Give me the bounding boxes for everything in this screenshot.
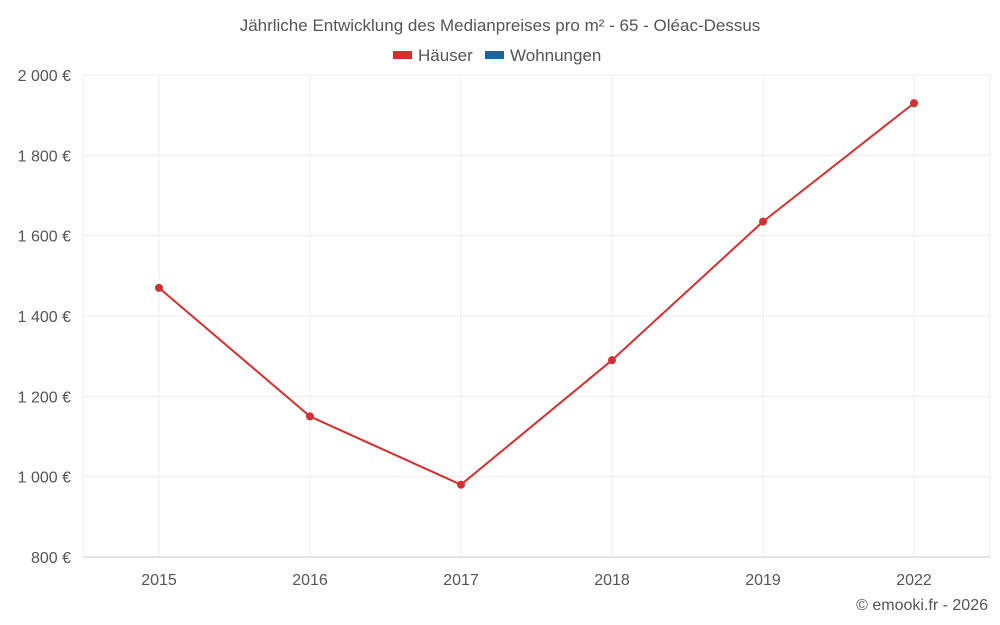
x-tick-label: 2019 <box>745 572 781 589</box>
x-tick-label: 2016 <box>292 572 328 589</box>
data-point[interactable] <box>608 356 616 365</box>
data-point[interactable] <box>155 283 163 292</box>
legend-swatch <box>485 51 504 59</box>
data-point[interactable] <box>759 217 767 226</box>
grid <box>82 74 991 557</box>
y-tick-label: 1 800 € <box>18 148 71 165</box>
y-tick-label: 1 400 € <box>18 309 71 326</box>
x-tick-label: 2015 <box>141 572 177 589</box>
y-tick-label: 1 000 € <box>18 470 71 487</box>
x-tick-label: 2018 <box>594 572 630 589</box>
axes: 800 € 1 000 € 1 200 € 1 400 € 1 600 € 1 800 €… <box>18 68 990 589</box>
series-line <box>158 102 915 486</box>
x-tick-label: 2017 <box>443 572 479 589</box>
data-point[interactable] <box>910 99 918 108</box>
legend-swatch <box>393 51 412 59</box>
legend-label: Wohnungen <box>510 46 601 65</box>
credit-text: © emooki.fr - 2026 <box>856 597 988 614</box>
legend-item-1[interactable]: Häuser <box>393 46 473 65</box>
chart-title: Jährliche Entwicklung des Medianpreises … <box>240 16 761 35</box>
data-point[interactable] <box>457 480 465 489</box>
legend-item-2[interactable]: Wohnungen <box>485 46 601 65</box>
data-point[interactable] <box>306 412 314 421</box>
x-tick-label: 2022 <box>896 572 932 589</box>
legend: Häuser Wohnungen <box>393 46 601 65</box>
series-1 <box>155 99 918 489</box>
y-tick-label: 800 € <box>31 550 71 567</box>
y-tick-label: 1 600 € <box>18 229 71 246</box>
series-layer <box>155 99 918 489</box>
legend-label: Häuser <box>418 46 473 65</box>
y-tick-label: 2 000 € <box>18 68 71 85</box>
y-tick-label: 1 200 € <box>18 389 71 406</box>
